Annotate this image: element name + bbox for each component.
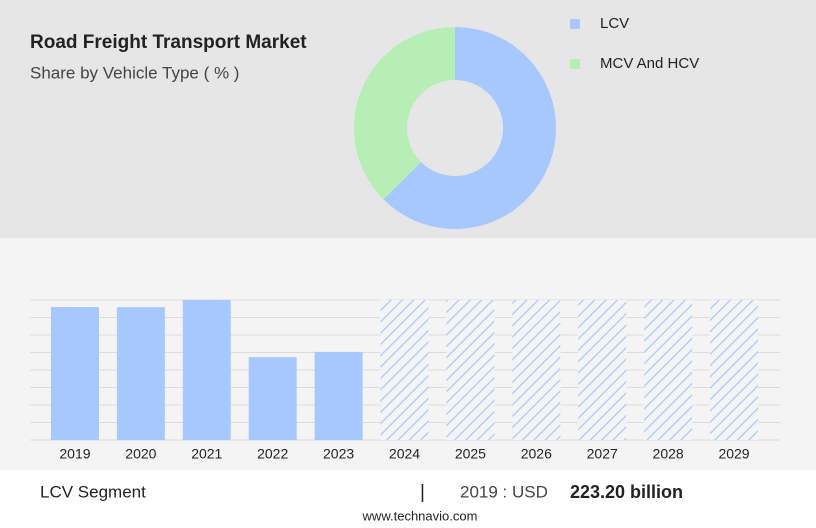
x-tick-label: 2027 bbox=[587, 446, 618, 462]
x-tick-label: 2028 bbox=[653, 446, 684, 462]
x-tick-label: 2025 bbox=[455, 446, 486, 462]
chart-title: Road Freight Transport Market bbox=[30, 32, 307, 53]
bar bbox=[314, 351, 363, 440]
x-tick-label: 2026 bbox=[521, 446, 552, 462]
x-tick-label: 2023 bbox=[323, 446, 354, 462]
footer-value: 223.20 billion bbox=[570, 482, 683, 502]
footer-panel bbox=[0, 470, 816, 528]
legend-label: MCV And HCV bbox=[600, 55, 699, 72]
footer-segment: LCV Segment bbox=[40, 482, 146, 501]
bar bbox=[248, 357, 297, 440]
forecast-bar bbox=[512, 300, 561, 440]
forecast-bar bbox=[578, 300, 627, 440]
legend-swatch bbox=[570, 19, 580, 29]
legend-label: LCV bbox=[600, 15, 629, 32]
source: www.technavio.com bbox=[362, 508, 478, 523]
x-tick-label: 2020 bbox=[125, 446, 156, 462]
x-tick-label: 2019 bbox=[59, 446, 90, 462]
bar bbox=[182, 300, 231, 440]
pie-slice bbox=[383, 27, 556, 229]
forecast-bar bbox=[380, 300, 429, 440]
bar bbox=[50, 307, 99, 440]
forecast-bar bbox=[710, 300, 759, 440]
legend-swatch bbox=[570, 59, 580, 69]
x-tick-label: 2029 bbox=[718, 446, 749, 462]
footer-separator: | bbox=[420, 482, 425, 503]
x-tick-label: 2022 bbox=[257, 446, 288, 462]
footer-year: 2019 : USD bbox=[460, 482, 548, 501]
x-tick-label: 2024 bbox=[389, 446, 420, 462]
pie-slice bbox=[353, 27, 455, 200]
bar bbox=[116, 307, 165, 440]
forecast-bar bbox=[446, 300, 495, 440]
forecast-bar bbox=[644, 300, 693, 440]
chart-subtitle: Share by Vehicle Type ( % ) bbox=[30, 63, 239, 82]
x-tick-label: 2021 bbox=[191, 446, 222, 462]
